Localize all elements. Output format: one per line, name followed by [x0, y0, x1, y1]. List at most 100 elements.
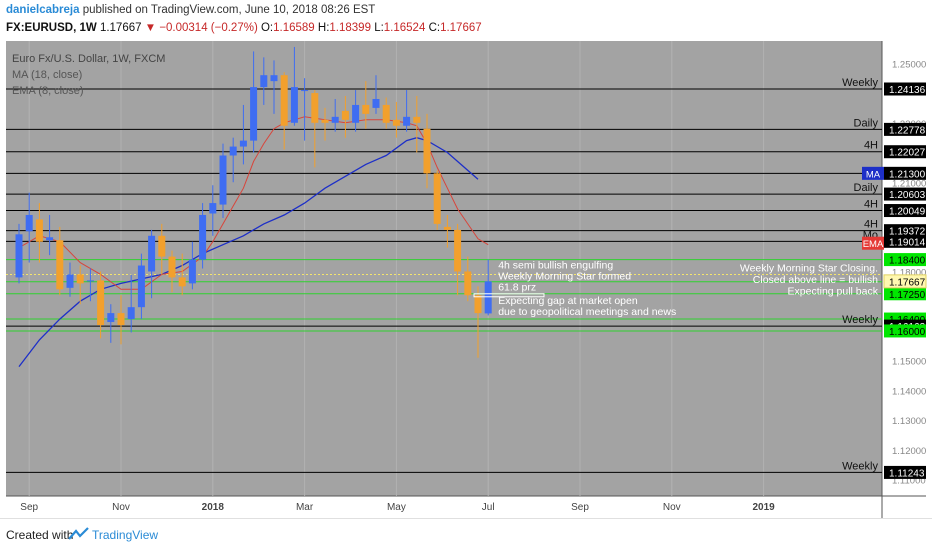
- candle-body[interactable]: [158, 235, 166, 257]
- time-tick-label: Jul: [482, 502, 495, 513]
- candle-body[interactable]: [168, 256, 176, 278]
- candle-body[interactable]: [301, 90, 309, 92]
- candle-body[interactable]: [107, 313, 115, 323]
- author-link[interactable]: danielcabreja: [6, 4, 80, 16]
- candle-body[interactable]: [280, 75, 288, 126]
- level-text: 4H: [864, 199, 878, 211]
- candle-body[interactable]: [352, 104, 360, 123]
- tradingview-logo-icon: [68, 527, 89, 540]
- candle-body[interactable]: [341, 110, 349, 120]
- time-tick-label: Sep: [20, 502, 38, 513]
- time-tick-label: Nov: [112, 502, 130, 513]
- level-price-label: 1.20603: [889, 190, 926, 201]
- candle-body[interactable]: [66, 274, 74, 288]
- price-tick-label: 1.13000: [892, 416, 926, 427]
- level-text: Daily: [854, 117, 879, 129]
- level-price-label: 1.24136: [889, 85, 926, 96]
- level-price-box: [884, 234, 926, 248]
- low-value: 1.16524: [383, 22, 426, 34]
- candle-body[interactable]: [290, 87, 298, 123]
- candle-body[interactable]: [454, 229, 462, 272]
- candle-body[interactable]: [372, 98, 380, 108]
- level-text: Daily: [854, 182, 879, 194]
- candle-body[interactable]: [423, 128, 431, 174]
- candle-body[interactable]: [46, 237, 54, 241]
- candle-body[interactable]: [484, 281, 492, 314]
- price-tick-label: 1.18000: [892, 267, 926, 278]
- candle-body[interactable]: [362, 104, 370, 114]
- level-text: Weekly: [842, 460, 878, 472]
- candle-body[interactable]: [25, 214, 33, 232]
- candle-body[interactable]: [413, 116, 421, 123]
- annotation-right-line: Closed above line = bullish: [753, 274, 878, 286]
- candle-body[interactable]: [97, 280, 105, 326]
- symbol-label: FX:EURUSD, 1W: [6, 22, 97, 34]
- level-price-box: [884, 324, 926, 338]
- low-label: L:: [374, 22, 384, 34]
- candle-body[interactable]: [443, 226, 451, 230]
- candle-body[interactable]: [229, 146, 237, 156]
- time-scale[interactable]: [6, 496, 882, 518]
- candle-body[interactable]: [392, 119, 400, 126]
- candle-body[interactable]: [250, 87, 258, 141]
- candle-body[interactable]: [321, 119, 329, 123]
- candle-body[interactable]: [209, 203, 217, 214]
- candle-body[interactable]: [270, 75, 278, 82]
- annotation-right-line: Weekly Morning Star Closing.: [740, 262, 878, 274]
- candle-body[interactable]: [260, 75, 268, 88]
- level-price-box: [884, 287, 926, 301]
- time-tick-label: 2018: [202, 502, 225, 513]
- annotation-right-line: Expecting pull back: [788, 285, 879, 297]
- candle-body[interactable]: [433, 173, 441, 224]
- indicator-tag-box: [862, 166, 884, 180]
- candle-body[interactable]: [35, 219, 43, 242]
- level-price-box: [884, 145, 926, 159]
- candle-body[interactable]: [219, 155, 227, 205]
- legend-ma[interactable]: MA (18, close): [12, 69, 82, 81]
- candle-body[interactable]: [56, 240, 64, 290]
- close-value: 1.17667: [440, 22, 482, 34]
- level-price-box: [884, 122, 926, 136]
- last-price: 1.17667: [99, 22, 142, 34]
- candle-body[interactable]: [331, 116, 339, 123]
- level-price-label: 1.11243: [889, 468, 925, 479]
- candle-body[interactable]: [199, 214, 207, 260]
- ema-line[interactable]: [18, 116, 489, 290]
- annotation-left-line: Weekly Morning Star formed: [498, 271, 631, 283]
- candle-body[interactable]: [382, 104, 390, 123]
- candle-body[interactable]: [86, 280, 94, 282]
- legend-title: Euro Fx/U.S. Dollar, 1W, FXCM: [12, 53, 165, 65]
- time-tick-label: Sep: [571, 502, 589, 513]
- open-value: 1.16589: [273, 22, 315, 34]
- candle-body[interactable]: [15, 234, 23, 278]
- candle-body[interactable]: [239, 140, 247, 147]
- level-price-label: 1.22027: [889, 148, 926, 159]
- level-price-label: 1.16000: [889, 327, 926, 338]
- candle-body[interactable]: [127, 307, 135, 320]
- level-price-label: 1.19372: [889, 227, 926, 238]
- candle-body[interactable]: [76, 274, 84, 284]
- time-tick-label: Mar: [296, 502, 314, 513]
- level-price-label: 1.21300: [889, 169, 926, 180]
- candle-body[interactable]: [148, 235, 156, 272]
- level-price-box: [884, 166, 926, 180]
- indicator-tag: EMA: [863, 239, 884, 250]
- candle-body[interactable]: [311, 93, 319, 123]
- tradingview-brand[interactable]: TradingView: [92, 528, 159, 542]
- candle-body[interactable]: [117, 313, 125, 326]
- ohlc-quote: FX:EURUSD, 1W 1.17667 ▼ −0.00314 (−0.27%…: [6, 22, 482, 34]
- level-price-label: 1.20049: [889, 207, 926, 218]
- price-scale[interactable]: [882, 41, 926, 496]
- candle-body[interactable]: [474, 295, 482, 314]
- candle-body[interactable]: [464, 271, 472, 296]
- level-text: 4H: [864, 219, 878, 231]
- legend-ema[interactable]: EMA (8, close): [12, 85, 84, 97]
- change-value: −0.00314 (−0.27%): [159, 22, 258, 34]
- chart-header: danielcabreja published on TradingView.c…: [0, 0, 932, 40]
- candle-body[interactable]: [178, 277, 186, 287]
- candle-body[interactable]: [403, 116, 411, 126]
- candle-body[interactable]: [137, 265, 145, 308]
- level-price-label: 1.19014: [889, 237, 926, 248]
- candle-body[interactable]: [188, 259, 196, 284]
